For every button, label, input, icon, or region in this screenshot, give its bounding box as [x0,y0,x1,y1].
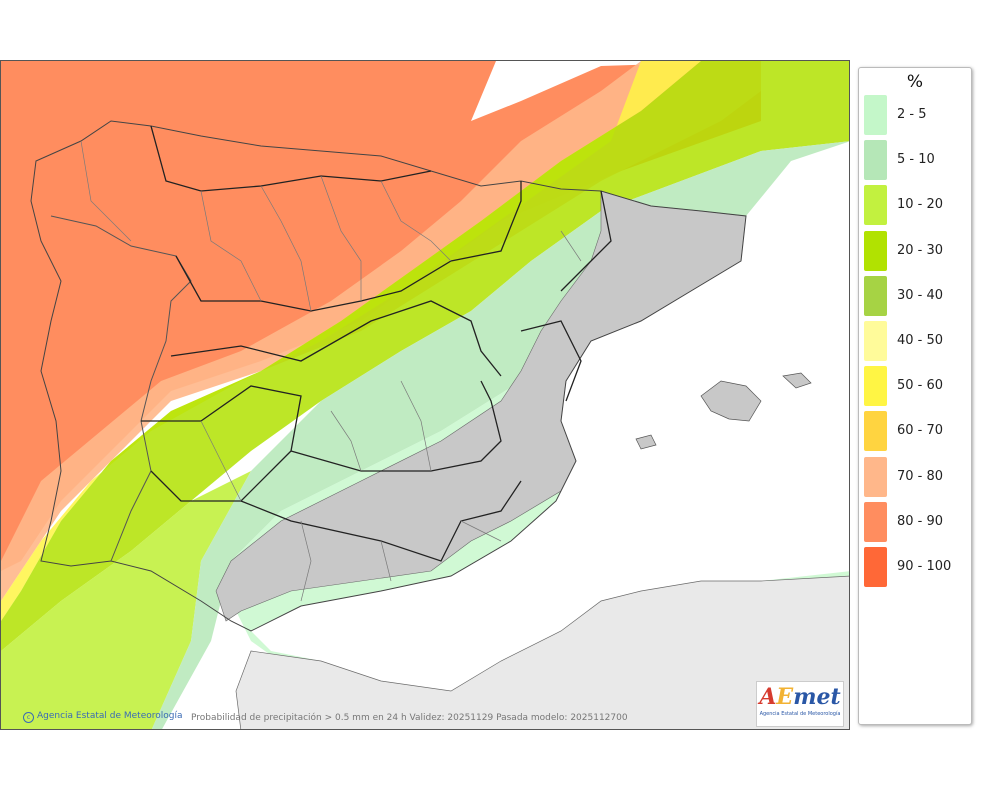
legend-item: 5 - 10 [864,140,970,182]
legend-label: 60 - 70 [897,423,944,439]
north-africa [235,575,849,729]
legend-item: 70 - 80 [864,456,970,499]
legend-label: 40 - 50 [897,333,944,348]
legend-label: 50 - 60 [897,378,944,394]
legend-item: 40 - 50 [864,321,970,363]
legend-swatch [864,230,887,271]
credit-text: c Agencia Estatal de Meteorología [23,711,183,723]
aemet-logo-subtitle: Agencia Estatal de Meteorología [759,711,841,717]
band-10-20-south [1,471,251,729]
legend-item: 80 - 90 [864,501,970,544]
legend-swatch [864,321,887,361]
legend-label: 70 - 80 [897,468,944,484]
legend-swatch [864,366,887,407]
aemet-logo: AEmet Agencia Estatal de Meteorología [756,681,844,727]
legend-item: 60 - 70 [864,411,970,453]
iberian-coastline [30,120,747,632]
legend-item: 20 - 30 [864,230,970,273]
aemet-logo-word: AEmet [759,684,841,710]
legend-item: 2 - 5 [864,95,970,137]
credit-label: Agencia Estatal de Meteorología [37,711,183,721]
color-legend: % 2 - 5 5 - 10 10 - 20 20 - 30 30 - 40 40 - 5… [858,67,972,725]
legend-item: 90 - 100 [864,547,970,589]
legend-unit: % [906,72,924,92]
legend-label: 30 - 40 [897,287,944,303]
province-borders [80,140,582,602]
legend-item: 10 - 20 [864,185,970,227]
legend-label: 2 - 5 [897,107,927,122]
legend-swatch [864,95,887,135]
menorca [782,372,812,389]
legend-label: 20 - 30 [897,242,944,258]
ibiza [635,434,657,450]
portugal-border [50,215,192,562]
legend-swatch [864,275,887,316]
map-caption: Probabilidad de precipitación > 0.5 mm e… [191,713,628,723]
legend-swatch [864,140,887,181]
legend-label: 80 - 90 [897,513,944,529]
mallorca [700,380,762,422]
band-20-30 [1,61,849,651]
legend-item: 30 - 40 [864,275,970,318]
legend-swatch [864,501,887,542]
legend-label: 5 - 10 [897,152,935,168]
mediterranean-sea [251,141,849,691]
legend-swatch [864,456,887,497]
legend-item: 50 - 60 [864,366,970,408]
legend-swatch [864,185,887,226]
legend-label: 90 - 100 [897,559,952,574]
copyright-icon: c [23,712,34,723]
precipitation-probability-map: c Agencia Estatal de Meteorología Probabi… [0,60,850,730]
legend-label: 10 - 20 [897,197,944,213]
legend-swatch [864,411,887,452]
legend-swatch [864,547,887,587]
